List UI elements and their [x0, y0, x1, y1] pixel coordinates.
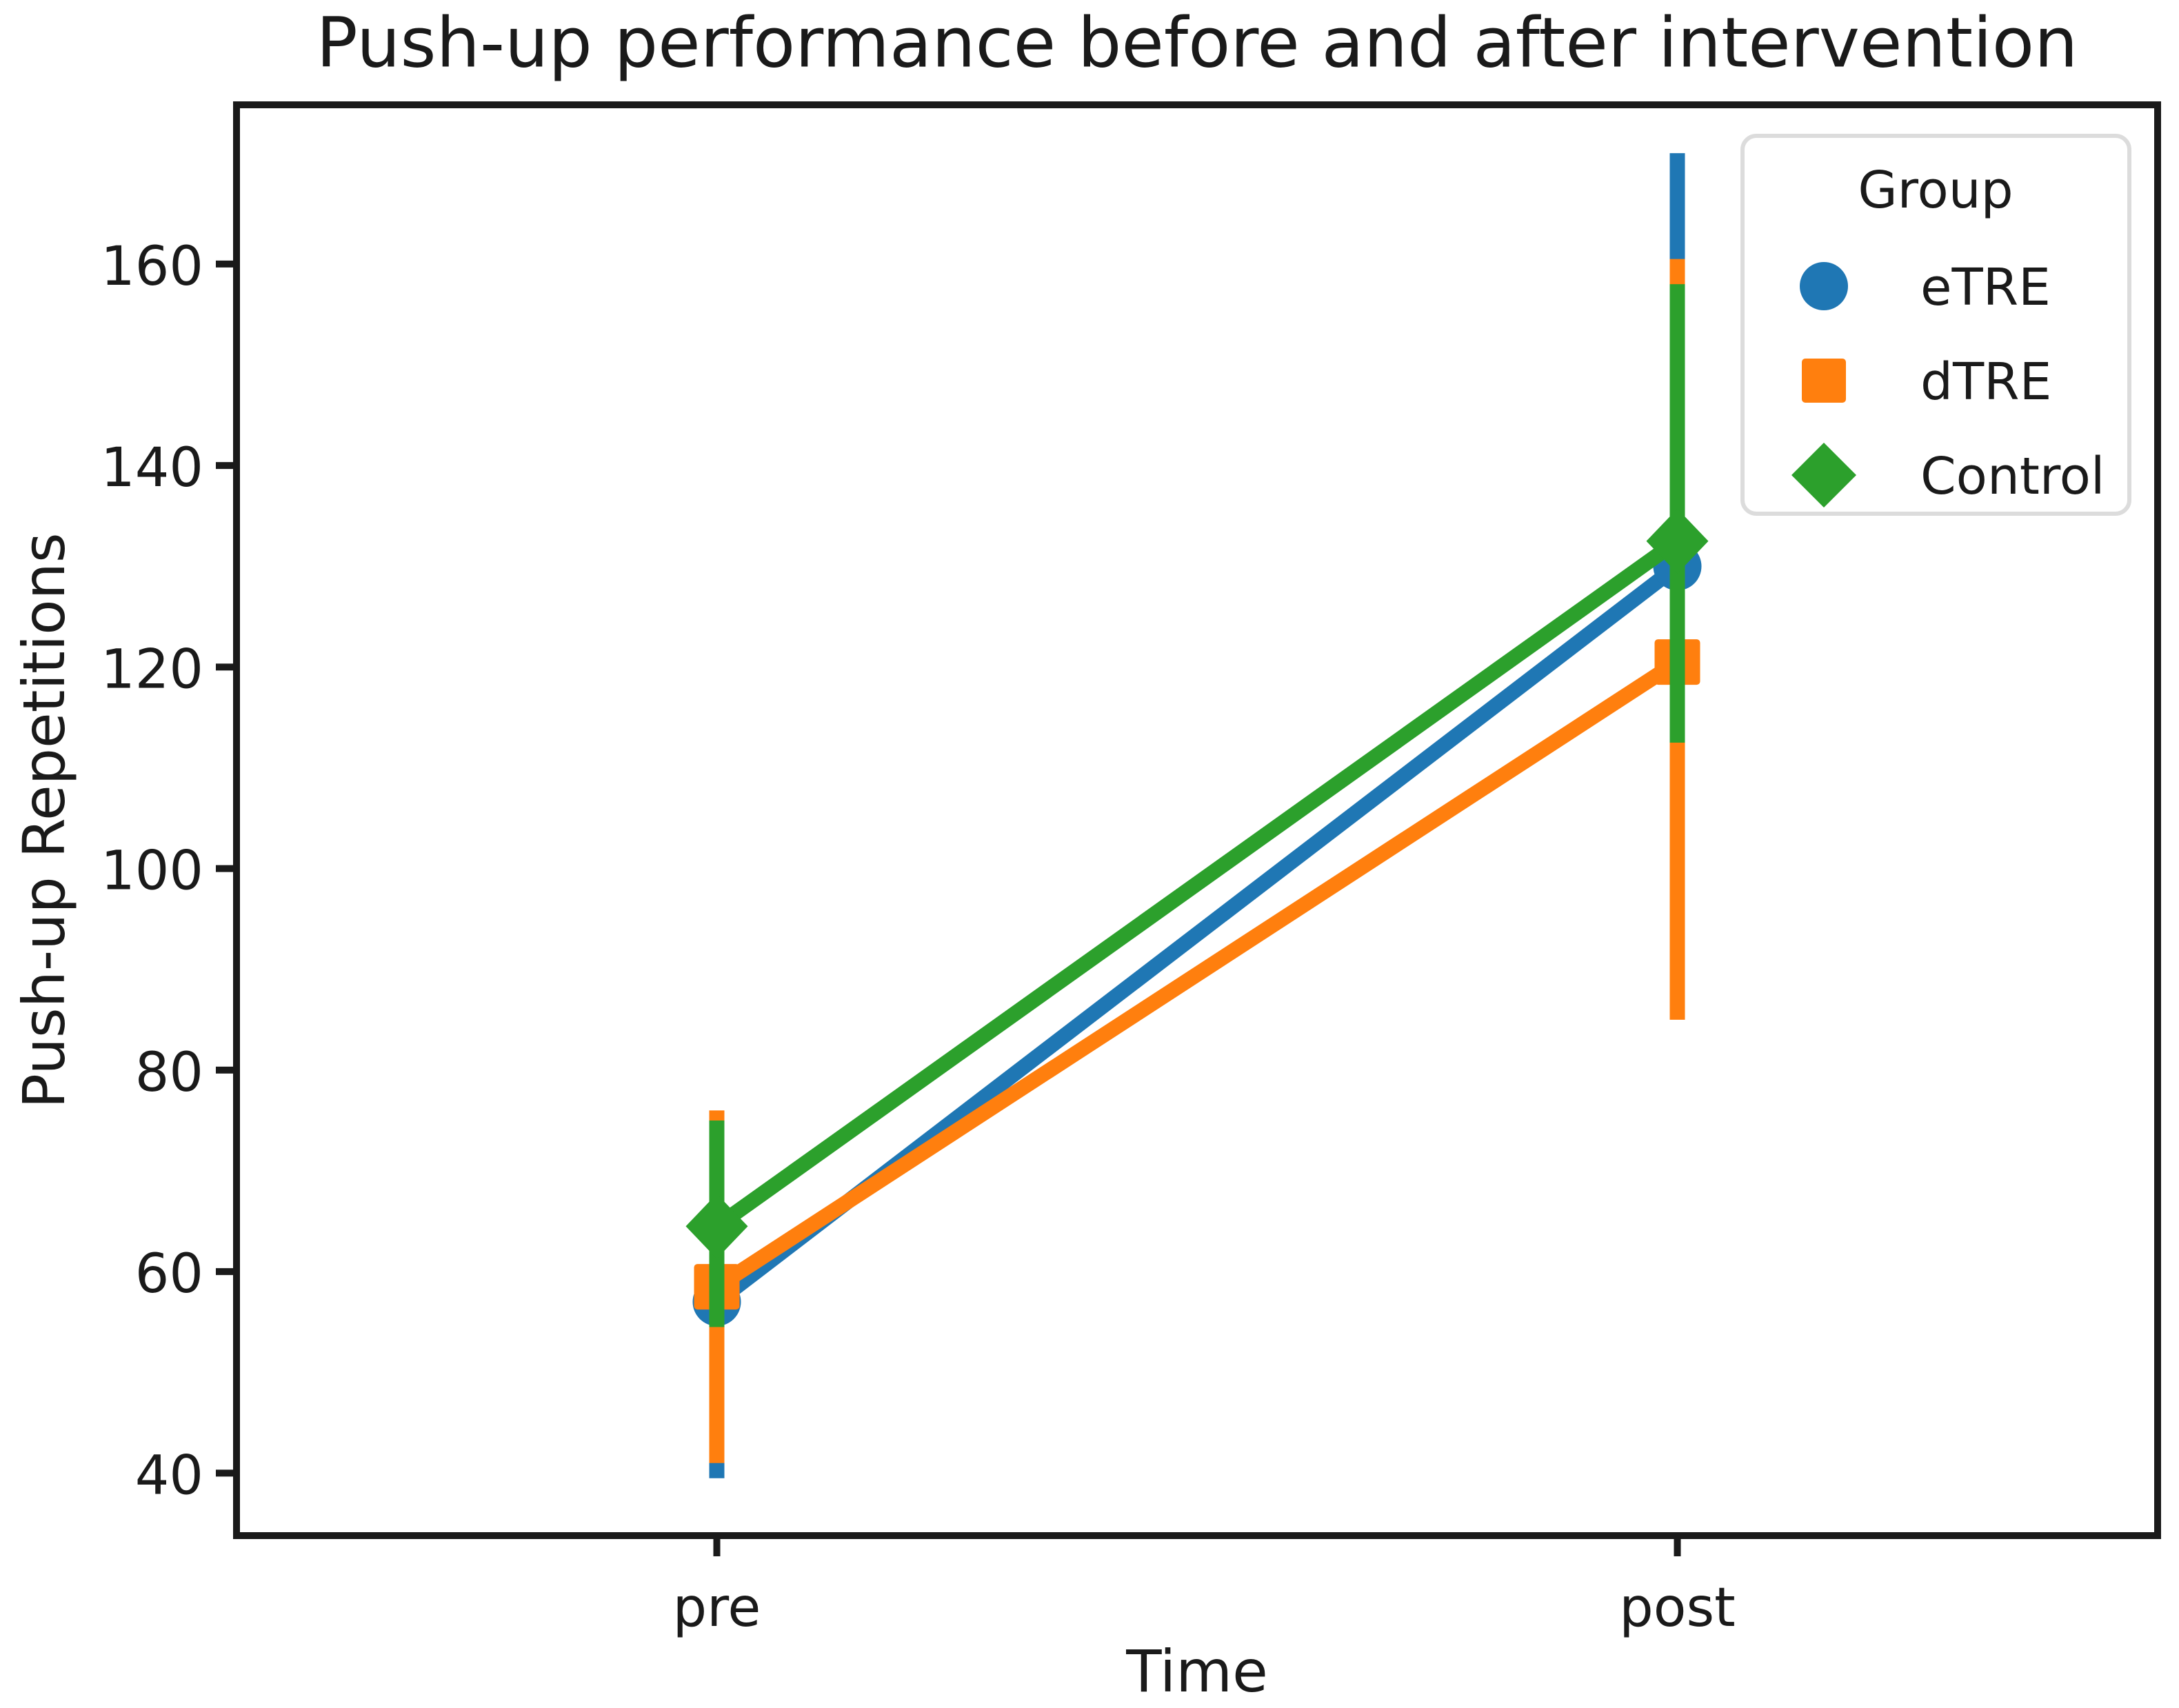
x-axis-label: Time	[1125, 1638, 1268, 1705]
series-dTRE	[694, 259, 1700, 1463]
plot-frame	[233, 101, 2161, 1539]
axis-ticks	[216, 260, 1681, 1556]
series-Control	[685, 284, 1709, 1327]
chart-title: Push-up performance before and after int…	[317, 3, 2078, 83]
y-tick-label: 40	[135, 1445, 203, 1507]
series-eTRE	[692, 153, 1702, 1478]
series-layer	[685, 153, 1709, 1478]
y-tick-label: 120	[101, 639, 203, 701]
legend-marker-square-icon	[1802, 359, 1846, 403]
legend-box	[1740, 134, 2131, 516]
x-tick-label: post	[1619, 1577, 1735, 1639]
legend-label-etre: eTRE	[1920, 258, 2051, 317]
y-tick-label: 60	[135, 1243, 203, 1305]
line-Control	[712, 534, 1682, 1233]
y-tick-label: 100	[101, 841, 203, 903]
y-tick-label: 80	[135, 1042, 203, 1104]
legend: Group eTRE dTRE Control	[1740, 134, 2131, 516]
line-dTRE	[712, 655, 1682, 1294]
y-tick-label: 160	[101, 236, 203, 298]
marker-diamond-Control-pre	[685, 1194, 748, 1259]
legend-marker-diamond-icon	[1791, 443, 1856, 508]
y-axis-label: Push-up Repetitions	[10, 532, 78, 1108]
marker-diamond-Control-post	[1646, 508, 1709, 574]
legend-title: Group	[1858, 161, 2013, 220]
y-tick-labels: 40 60 80 100 120 140 160	[101, 236, 203, 1507]
legend-marker-circle-icon	[1800, 262, 1848, 310]
x-tick-label: pre	[673, 1577, 761, 1639]
y-tick-label: 140	[101, 437, 203, 499]
legend-label-dtre: dTRE	[1920, 352, 2051, 412]
legend-label-control: Control	[1920, 447, 2105, 506]
x-tick-labels: pre post	[673, 1577, 1736, 1639]
